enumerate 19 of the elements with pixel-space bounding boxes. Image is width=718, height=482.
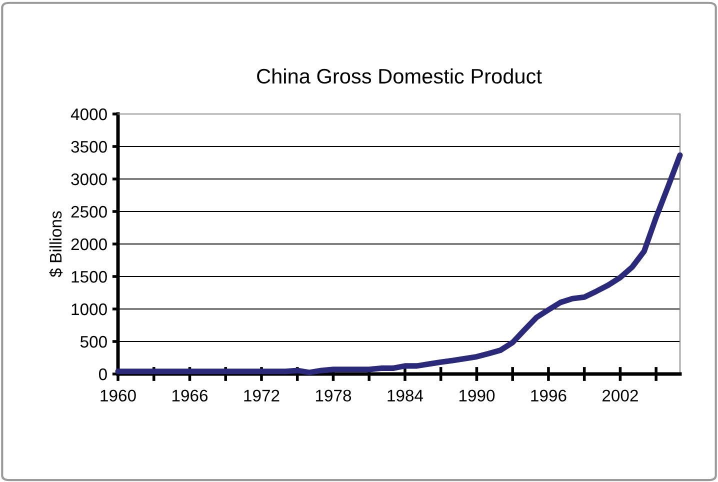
x-tick-label: 1960	[100, 390, 136, 402]
y-tick-label: 1000	[72, 303, 107, 316]
y-tick-label: 2000	[71, 238, 107, 250]
y-tick-label: 3000	[71, 173, 107, 186]
y-axis-title: $ Billions	[49, 211, 63, 278]
y-tick-label: 500	[80, 336, 107, 348]
x-tick-label: 1996	[531, 390, 566, 402]
x-tick-label: 2002	[602, 390, 638, 402]
y-tick-label: 0	[98, 368, 107, 380]
y-tick-label: 3500	[71, 140, 107, 153]
x-tick-label: 1978	[316, 390, 352, 402]
y-tick-label: 2500	[71, 206, 107, 218]
y-tick-label: 1500	[72, 270, 107, 283]
x-tick-label: 1990	[459, 390, 495, 402]
chart-title: China Gross Domestic Product	[257, 68, 542, 84]
x-tick-label: 1984	[388, 390, 424, 402]
y-tick-label: 4000	[70, 108, 107, 120]
x-tick-label: 1972	[244, 390, 280, 402]
x-tick-label: 1966	[172, 390, 208, 402]
